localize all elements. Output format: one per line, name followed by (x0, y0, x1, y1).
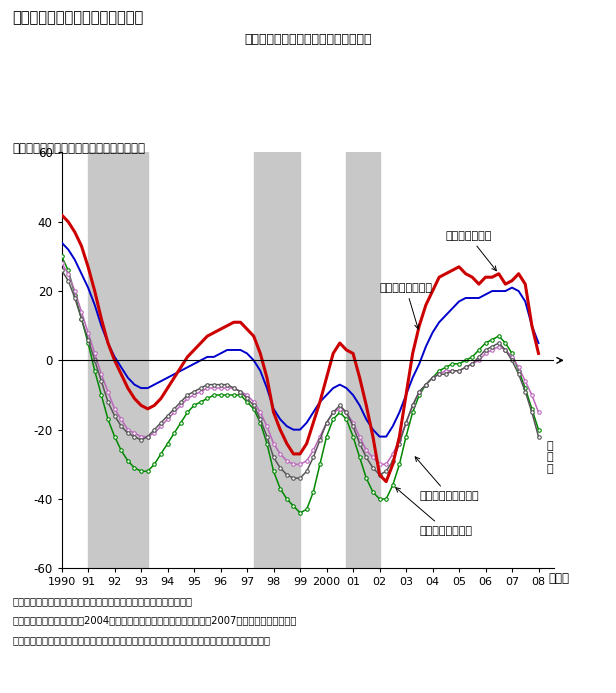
Text: 業況判断は一段と慎重さが増している: 業況判断は一段と慎重さが増している (245, 33, 371, 46)
Text: 中小企業・製造業: 中小企業・製造業 (395, 488, 472, 536)
Bar (346, 152, 379, 568)
Text: （ＤＩ：「良い」－「悪い」、ポイント）: （ＤＩ：「良い」－「悪い」、ポイント） (12, 142, 145, 155)
Text: （年）: （年） (549, 572, 570, 585)
Bar (88, 152, 148, 568)
Text: （備考）１．日本銀行「全国企業短期経済観測調査」により作成。: （備考）１．日本銀行「全国企業短期経済観測調査」により作成。 (12, 596, 192, 606)
Text: ２．日銀短観は、2004年３月調査から調査方法が変更され、2007年３月調査において、: ２．日銀短観は、2004年３月調査から調査方法が変更され、2007年３月調査にお… (12, 615, 297, 625)
Text: 大企業・非製造業: 大企業・非製造業 (379, 283, 432, 329)
Text: 大企業・製造業: 大企業・製造業 (446, 231, 496, 271)
Text: 調査対象企業の見直しが実施されている。このためグラフが不連続となっている。: 調査対象企業の見直しが実施されている。このためグラフが不連続となっている。 (12, 635, 270, 644)
Text: 第１－３－３図　業況判断の推移: 第１－３－３図 業況判断の推移 (12, 10, 144, 26)
Text: 先
行
き: 先 行 き (546, 441, 553, 474)
Text: 中小企業・非製造業: 中小企業・非製造業 (415, 457, 479, 501)
Bar (254, 152, 300, 568)
